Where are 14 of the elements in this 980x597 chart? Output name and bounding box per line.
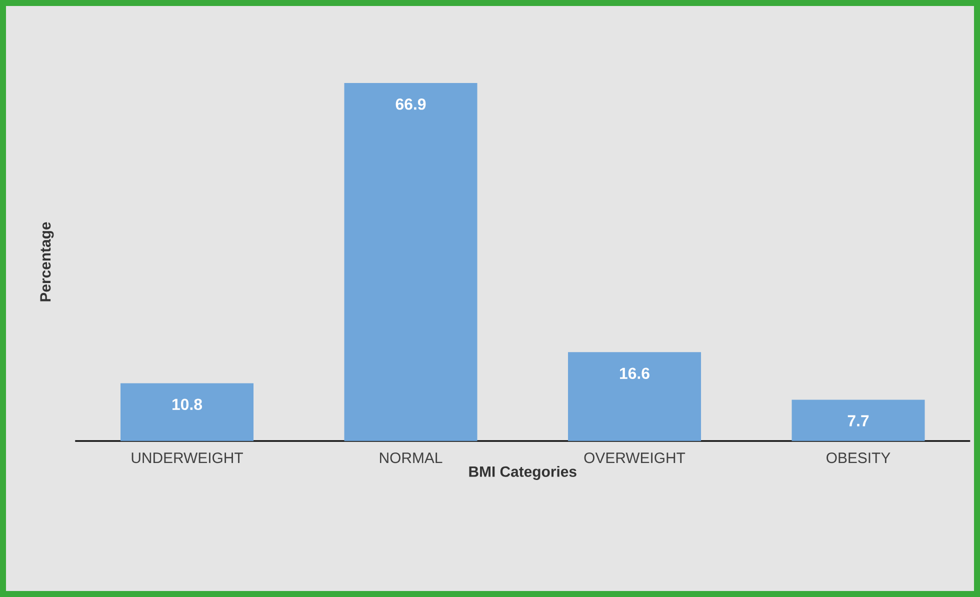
data-label: 7.7 (848, 415, 869, 426)
bar (344, 82, 478, 441)
x-tick-label: UNDERWEIGHT (132, 452, 243, 464)
data-label: 66.9 (396, 98, 426, 110)
data-label: 16.6 (620, 368, 650, 379)
y-axis-title: Percentage (40, 222, 54, 302)
x-tick-label: OVERWEIGHT (584, 452, 686, 464)
x-axis-title: BMI Categories (469, 466, 576, 480)
bar (792, 400, 925, 441)
data-label: 10.8 (172, 398, 202, 410)
bar (120, 383, 254, 441)
bar (568, 352, 702, 441)
x-tick-label: OBESITY (826, 452, 890, 464)
x-tick-label: NORMAL (380, 452, 442, 464)
